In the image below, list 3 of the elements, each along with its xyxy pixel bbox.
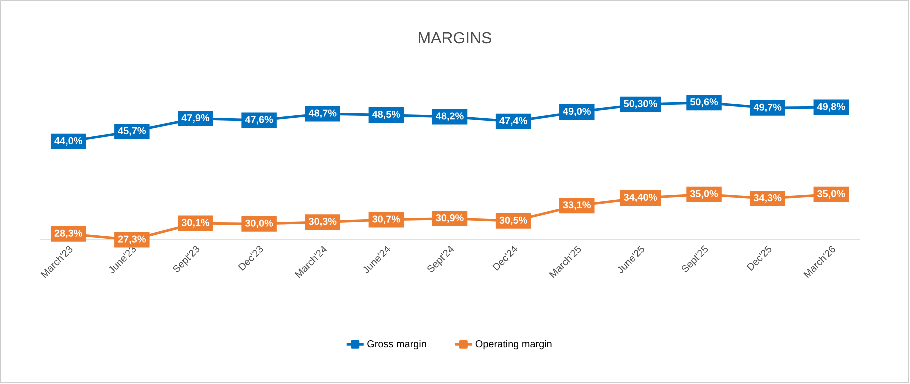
chart-title: MARGINS <box>419 32 492 44</box>
legend-label: Gross margin <box>368 340 426 350</box>
legend-label: Operating margin <box>476 340 552 350</box>
